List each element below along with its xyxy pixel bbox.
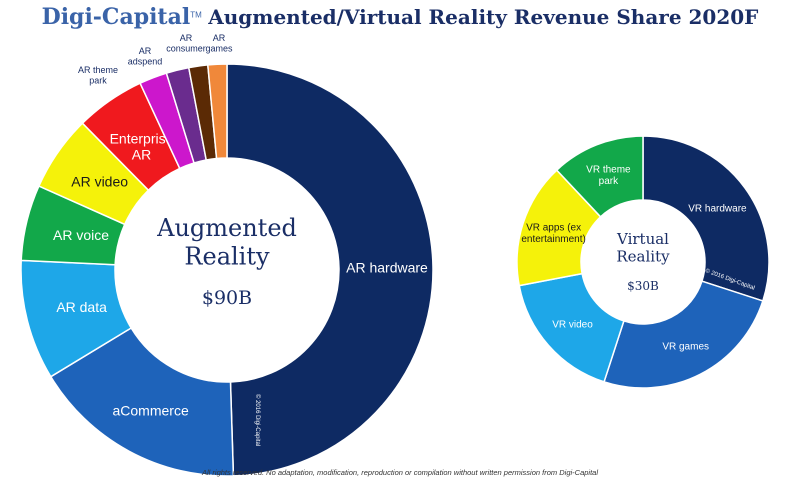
center-title: Virtual Reality [616, 230, 670, 266]
ar-donut-chart: AR hardware aCommerce AR data AR voice AR vi… [20, 33, 434, 477]
slice-label-vr-theme-park: VR theme park [586, 164, 631, 187]
slice-label-ar-theme-park: AR theme park [78, 65, 118, 85]
slice-acommerce [49, 326, 235, 477]
watermark-text: © 2016 Digi-Capital [254, 394, 261, 446]
slice-label-ar-games: AR games [205, 33, 233, 53]
center-total: $30B [627, 279, 659, 293]
slice-label-vr-video: VR video [552, 320, 593, 331]
digi-capital-logo: Digi-Capital [41, 4, 191, 30]
slice-label-ar-adspend: AR adspend [128, 46, 163, 66]
slice-label-ar-data: AR data [56, 299, 107, 315]
slice-ar-games [206, 63, 228, 160]
slice-label-ar-hardware: AR hardware [346, 259, 428, 275]
slice-label-acommerce: aCommerce [112, 402, 188, 418]
slice-label-vr-games: VR games [662, 341, 709, 352]
slice-label-ar-consumer: AR consumer [166, 33, 206, 53]
copyright-footer: All rights reserved. No adaptation, modi… [201, 468, 598, 477]
slice-vr-games [603, 280, 764, 389]
slice-vr-theme-park [555, 135, 644, 218]
chart-header: Digi-CapitalTM Augmented/Virtual Reality… [0, 4, 800, 38]
slice-label-enterprise-ar: Enterprise AR [110, 131, 174, 163]
slice-label-vr-apps-ex-entertainment: VR apps (ex entertainment) [521, 223, 585, 246]
slice-vr-hardware [642, 135, 770, 302]
chart-title: Augmented/Virtual Reality Revenue Share … [208, 5, 759, 29]
center-total: $90B [202, 287, 252, 309]
vr-donut-chart: VR hardware VR games VR video VR apps (ex en… [516, 135, 770, 389]
slice-label-ar-voice: AR voice [53, 227, 109, 243]
slice-ar-hardware [226, 63, 434, 477]
center-title: Augmented Reality [156, 214, 297, 270]
slice-label-vr-hardware: VR hardware [688, 203, 747, 214]
slice-label-ar-video: AR video [71, 174, 128, 190]
trademark-mark: TM [190, 10, 202, 20]
